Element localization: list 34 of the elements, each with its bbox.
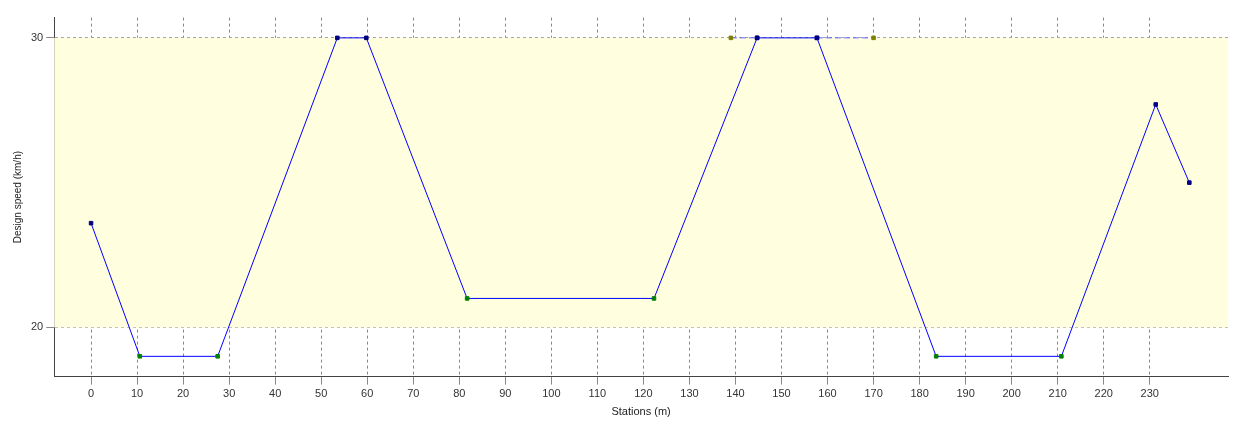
x-tick-label: 210 (1048, 387, 1067, 400)
point (137, 354, 143, 359)
x-tick-label: 180 (910, 387, 929, 400)
point (728, 35, 734, 41)
point (933, 354, 939, 359)
x-tick-label: 30 (223, 387, 236, 400)
point (215, 354, 220, 359)
x-tick-label: 40 (269, 387, 282, 400)
x-tick-label: 200 (1002, 387, 1021, 400)
x-tick-label: 0 (88, 387, 95, 400)
x-tick-label: 140 (726, 387, 745, 400)
point (871, 35, 876, 41)
point (464, 296, 470, 301)
x-axis-title: Stations (m) (611, 405, 671, 418)
point (651, 296, 657, 301)
x-tick-label: 190 (956, 387, 975, 400)
x-tick-label: 80 (453, 387, 466, 400)
x-tick-label: 160 (818, 387, 837, 400)
x-tick-label: 120 (634, 387, 653, 400)
x-tick-label: 70 (407, 387, 420, 400)
x-tick-label: 90 (499, 387, 512, 400)
x-tick-label: 60 (361, 387, 374, 400)
x-tick-label: 220 (1094, 387, 1113, 400)
x-tick-label: 100 (542, 387, 561, 400)
x-tick-label: 130 (680, 387, 699, 400)
x-tick-label: 110 (588, 387, 607, 400)
x-tick-label: 170 (864, 387, 883, 400)
y-axis-title: Design speed (km/h) (11, 150, 23, 244)
x-tick-label: 50 (315, 387, 328, 400)
x-tick-label: 150 (772, 387, 791, 400)
point (1059, 354, 1064, 359)
x-tick-label: 20 (176, 387, 190, 400)
x-tick-label: 10 (130, 387, 144, 400)
x-tick-label: 230 (1140, 387, 1159, 400)
